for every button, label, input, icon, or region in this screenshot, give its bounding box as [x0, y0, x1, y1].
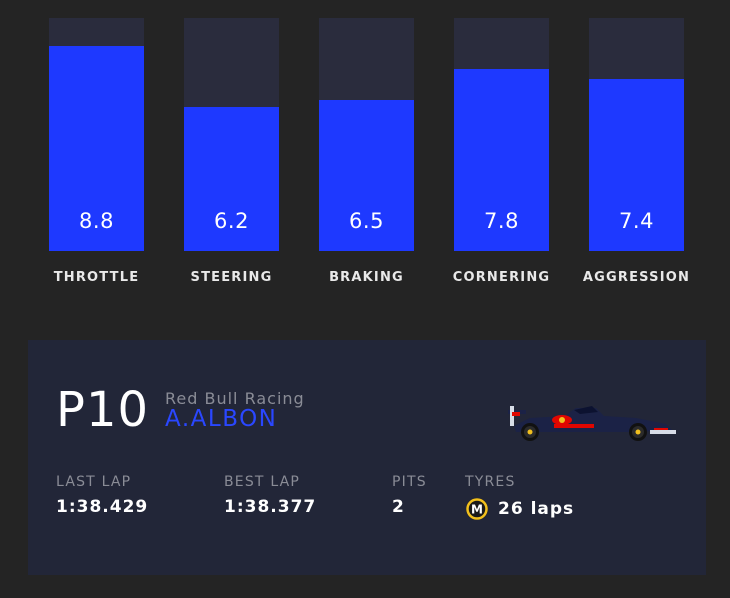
bar-column-braking: 6.5 BRAKING: [319, 18, 414, 285]
medium-tyre-icon: M: [466, 498, 488, 520]
bar-value-cornering: 7.8: [484, 209, 519, 233]
driver-style-chart: 8.8 THROTTLE 6.2 STEERING 6.5 BRAKING 7.…: [49, 18, 689, 285]
bar-track: 6.2: [184, 18, 279, 251]
driver-name: A.ALBON: [165, 406, 278, 432]
bar-track: 8.8: [49, 18, 144, 251]
stat-best-lap: BEST LAP 1:38.377: [224, 474, 316, 517]
bar-label-throttle: THROTTLE: [53, 270, 140, 285]
bar-label-cornering: CORNERING: [452, 270, 551, 285]
tyres-label: TYRES: [465, 474, 516, 490]
bar-braking: [319, 99, 414, 251]
bar-track: 7.8: [454, 18, 549, 251]
last-lap-value: 1:38.429: [56, 497, 149, 517]
bar-aggression: [589, 78, 684, 251]
pits-label: PITS: [392, 474, 427, 490]
tyre-laps: 26 laps: [498, 499, 575, 519]
pits-value: 2: [392, 497, 405, 517]
bar-value-steering: 6.2: [214, 209, 249, 233]
best-lap-value: 1:38.377: [224, 497, 317, 517]
bar-column-throttle: 8.8 THROTTLE: [49, 18, 144, 285]
best-lap-label: BEST LAP: [224, 474, 301, 490]
bar-column-steering: 6.2 STEERING: [184, 18, 279, 285]
team-name: Red Bull Racing: [165, 389, 305, 408]
bar-track: 7.4: [589, 18, 684, 251]
bar-throttle: [49, 45, 144, 251]
tyre-info: M 26 laps: [465, 497, 574, 521]
bar-column-aggression: 7.4 AGGRESSION: [583, 18, 689, 285]
bar-cornering: [454, 69, 549, 251]
bar-value-braking: 6.5: [349, 209, 384, 233]
driver-card[interactable]: P10 Red Bull Racing A.ALBON: [28, 340, 706, 575]
bar-track: 6.5: [319, 18, 414, 251]
bar-value-aggression: 7.4: [619, 209, 654, 233]
f1-car-icon: [508, 406, 676, 441]
last-lap-label: LAST LAP: [56, 474, 132, 490]
bar-label-braking: BRAKING: [329, 270, 404, 285]
bar-steering: [184, 106, 279, 251]
bar-value-throttle: 8.8: [79, 209, 114, 233]
stat-tyres: TYRES M 26 laps: [465, 474, 574, 521]
stat-last-lap: LAST LAP 1:38.429: [56, 474, 148, 517]
bar-label-aggression: AGGRESSION: [582, 270, 691, 285]
bar-label-steering: STEERING: [190, 270, 273, 285]
tyre-compound: M: [471, 503, 483, 517]
stat-pits: PITS 2: [392, 474, 427, 517]
race-position: P10: [56, 382, 150, 438]
bar-column-cornering: 7.8 CORNERING: [453, 18, 549, 285]
